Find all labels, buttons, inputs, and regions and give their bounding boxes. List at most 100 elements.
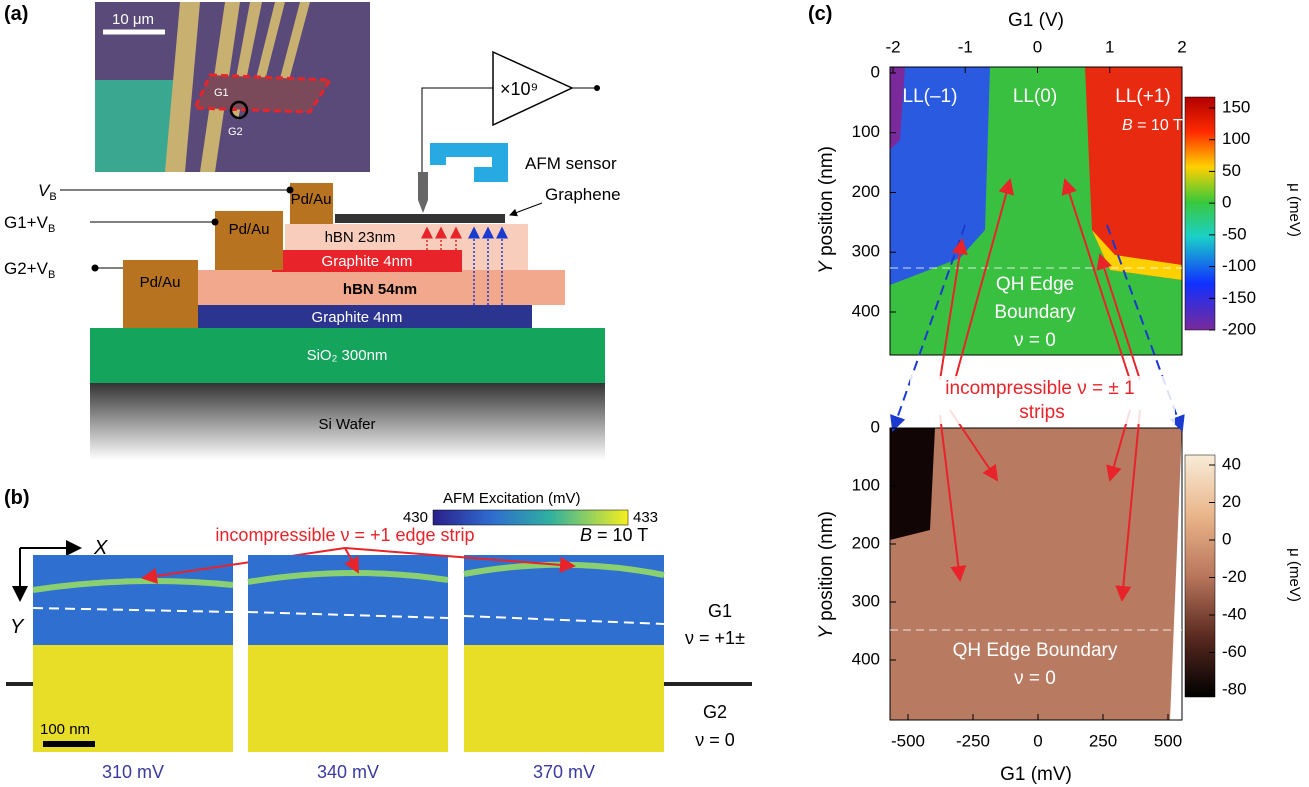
panel-label: (a) bbox=[4, 3, 28, 25]
region-label: LL(0) bbox=[1013, 86, 1057, 107]
layer-label: SiO₂ 300nm bbox=[307, 347, 388, 364]
graphene-label: Graphene bbox=[545, 185, 621, 204]
x-tick-label: 0 bbox=[1033, 731, 1042, 750]
scale-bar-label: 100 nm bbox=[40, 721, 90, 738]
bias-label: VB bbox=[38, 181, 57, 203]
y-tick-label: 0 bbox=[871, 62, 880, 81]
panel-b: AFM Excitation (mV) 430 433 incompressib… bbox=[6, 490, 752, 782]
x-tick-label: 0 bbox=[1033, 37, 1042, 56]
x-tick-label: -500 bbox=[891, 731, 925, 750]
frame-label: 370 mV bbox=[533, 762, 595, 782]
micrograph: 10 μm G1 G2 bbox=[95, 2, 370, 172]
layer-label: Pd/Au bbox=[140, 274, 181, 291]
panel-label: (b) bbox=[4, 487, 30, 509]
colorbar-tick-label: -80 bbox=[1222, 679, 1247, 698]
layer-label: Pd/Au bbox=[229, 221, 270, 238]
x-tick-label: 2 bbox=[1177, 37, 1186, 56]
x-axis-label: G1 (mV) bbox=[1000, 764, 1072, 785]
boundary-line bbox=[247, 611, 449, 619]
colorbar-max: 433 bbox=[633, 509, 658, 526]
afm-sensor: AFM sensor Graphene bbox=[418, 143, 621, 217]
x-tick-label: -1 bbox=[958, 37, 973, 56]
colorbar-tick-label: -100 bbox=[1222, 256, 1256, 275]
annotation: incompressible ν = +1 edge strip bbox=[215, 525, 474, 545]
colorbar-label: μ (meV) bbox=[1286, 183, 1303, 237]
field-label: B = 10 T bbox=[1122, 117, 1183, 134]
colorbar-tick-label: -200 bbox=[1222, 319, 1256, 338]
colorbar-tick-label: -60 bbox=[1222, 642, 1247, 661]
amplifier-gain: ×10⁹ bbox=[500, 79, 538, 99]
panel-c: incompressible ν = ± 1 strips LL(–1) LL(… bbox=[816, 10, 1303, 785]
y-tick-label: 100 bbox=[852, 475, 880, 494]
field-label: B = 10 T bbox=[580, 525, 648, 545]
boundary-label: ν = 0 bbox=[1014, 330, 1056, 351]
afm-image bbox=[248, 645, 448, 752]
y-tick-label: 300 bbox=[852, 591, 880, 610]
gate-label: G2 bbox=[703, 702, 727, 722]
layer-stack: Pd/Au Pd/Au Pd/Au hBN 23nm Graphite 4nm … bbox=[4, 181, 605, 460]
colorbar-tick-label: -40 bbox=[1222, 604, 1247, 623]
boundary-line bbox=[32, 607, 234, 613]
gate-label: G1 bbox=[708, 601, 732, 621]
region-label: LL(+1) bbox=[1115, 86, 1170, 107]
y-tick-label: 300 bbox=[852, 242, 880, 261]
afm-image bbox=[248, 555, 448, 645]
layer-label: Pd/Au bbox=[291, 191, 332, 208]
gate-label: G1 bbox=[214, 87, 229, 99]
afm-sensor-label: AFM sensor bbox=[525, 154, 617, 173]
y-axis-label: Y position (nm) bbox=[816, 146, 837, 274]
colorbar-tick-label: -20 bbox=[1222, 567, 1247, 586]
frame-label: 310 mV bbox=[102, 762, 164, 782]
x-tick-label: 500 bbox=[1154, 731, 1182, 750]
gate-label: G2 bbox=[228, 126, 243, 138]
annotation: incompressible ν = ± 1 bbox=[945, 378, 1134, 399]
colorbar-tick-label: 0 bbox=[1222, 529, 1231, 548]
axis-label: Y bbox=[10, 616, 25, 638]
colorbar-title: AFM Excitation (mV) bbox=[443, 490, 581, 507]
layer-label: Graphite 4nm bbox=[322, 253, 413, 270]
y-axis-label: Y position (nm) bbox=[816, 511, 837, 639]
boundary-label: Boundary bbox=[994, 302, 1076, 323]
colorbar-tick-label: -50 bbox=[1222, 224, 1247, 243]
x-tick-label: 250 bbox=[1089, 731, 1117, 750]
scale-bar-label: 10 μm bbox=[112, 11, 154, 28]
colorbar-tick-label: -150 bbox=[1222, 288, 1256, 307]
annotation-arrow bbox=[141, 547, 346, 584]
axis-label: X bbox=[93, 537, 108, 559]
frame-label: 340 mV bbox=[317, 762, 379, 782]
layer-label: hBN 54nm bbox=[343, 281, 417, 298]
y-tick-label: 100 bbox=[852, 122, 880, 141]
boundary-label: QH Edge Boundary bbox=[953, 640, 1118, 661]
x-tick-label: -250 bbox=[956, 731, 990, 750]
afm-image bbox=[33, 645, 233, 752]
y-tick-label: 0 bbox=[871, 417, 880, 436]
colorbar-tick-label: 0 bbox=[1222, 193, 1231, 212]
colorbar-min: 430 bbox=[403, 509, 428, 526]
layer-label: hBN 23nm bbox=[325, 229, 396, 246]
region-label: LL(–1) bbox=[903, 86, 958, 107]
layer-label: Si Wafer bbox=[319, 416, 376, 433]
x-tick-label: -2 bbox=[885, 37, 900, 56]
y-tick-label: 200 bbox=[852, 182, 880, 201]
panel-label: (c) bbox=[808, 3, 832, 25]
colorbar-label: μ (meV) bbox=[1286, 548, 1303, 602]
boundary-line bbox=[463, 615, 665, 625]
y-tick-label: 400 bbox=[852, 301, 880, 320]
y-tick-label: 200 bbox=[852, 533, 880, 552]
colorbar-tick-label: 50 bbox=[1222, 161, 1241, 180]
filling-label: ν = 0 bbox=[695, 730, 735, 750]
x-tick-label: 1 bbox=[1105, 37, 1114, 56]
annotation-arrow bbox=[344, 547, 576, 573]
y-tick-label: 400 bbox=[852, 649, 880, 668]
annotation-arrow bbox=[344, 547, 359, 574]
x-axis-label: G1 (V) bbox=[1008, 10, 1064, 31]
annotation: strips bbox=[1019, 402, 1064, 423]
layer-label: Graphite 4nm bbox=[312, 309, 403, 326]
colorbar-tick-label: 100 bbox=[1222, 129, 1250, 148]
bias-label: G2+VB bbox=[4, 259, 55, 281]
filling-label: ν = +1± bbox=[685, 628, 745, 648]
afm-image bbox=[464, 645, 664, 752]
colorbar-tick-label: 20 bbox=[1222, 492, 1241, 511]
edge-strip bbox=[32, 578, 234, 593]
bias-label: G1+VB bbox=[4, 213, 55, 235]
